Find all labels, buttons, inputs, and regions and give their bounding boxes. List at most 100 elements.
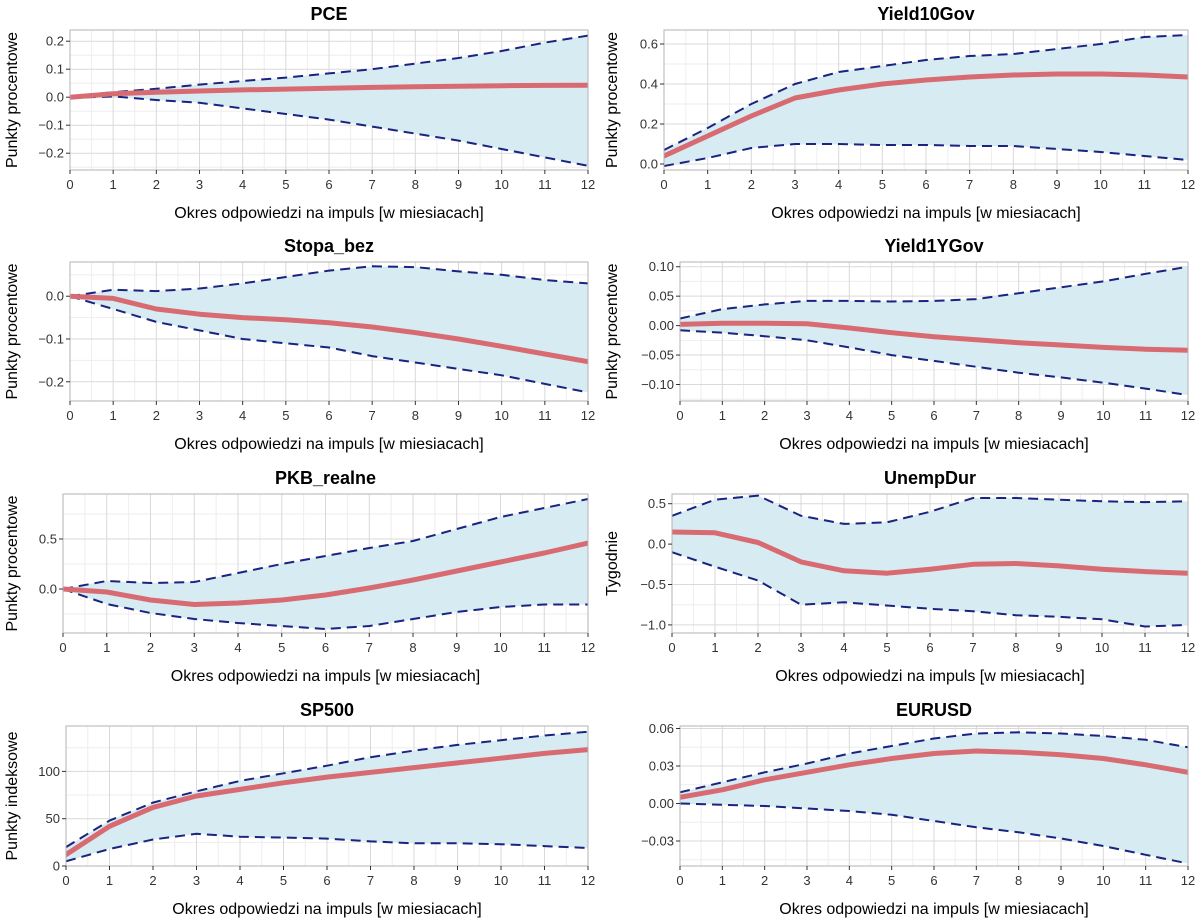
x-tick-label: 3	[196, 408, 203, 423]
confidence-band	[664, 35, 1188, 166]
x-tick-label: 12	[1181, 873, 1195, 888]
chart-panel-yield10gov: 0 1 2 3 4 5 6 7 8 9 10 11 120.00.20.40.6Yield10GovOk…	[604, 4, 1195, 222]
x-axis-label: Okres odpowiedzi na impuls [w miesiacach…	[771, 205, 1080, 222]
x-axis-label: Okres odpowiedzi na impuls [w miesiacach…	[172, 901, 481, 918]
y-tick-label: 0.00	[649, 796, 674, 811]
x-axis-label: Okres odpowiedzi na impuls [w miesiacach…	[174, 205, 483, 222]
x-tick-label: 0	[62, 873, 69, 888]
x-tick-label: 10	[494, 177, 508, 192]
x-tick-label: 11	[538, 640, 552, 655]
x-tick-label: 6	[323, 873, 330, 888]
chart-panel-yield1ygov: 0 1 2 3 4 5 6 7 8 9 10 11 12−0.10−0.050.000.050.10Yi…	[604, 236, 1195, 453]
upper-bound-line	[680, 731, 1188, 794]
x-tick-label: 10	[494, 408, 508, 423]
y-tick-label: −1.0	[640, 617, 666, 632]
x-tick-label: 0	[59, 640, 66, 655]
chart-panel-eurusd: 0 1 2 3 4 5 6 7 8 9 10 11 12−0.030.000.030.06EURUSDO…	[641, 700, 1195, 918]
x-tick-label: 10	[1096, 873, 1110, 888]
y-axis-label: Punkty procentowe	[4, 32, 21, 168]
y-axis-label: Punkty procentowe	[604, 32, 621, 168]
x-tick-label: 11	[1138, 640, 1152, 655]
x-tick-label: 5	[280, 873, 287, 888]
x-tick-label: 0	[660, 177, 667, 192]
y-tick-label: 50	[46, 811, 60, 826]
x-tick-label: 1	[719, 873, 726, 888]
y-tick-label: −0.2	[38, 146, 64, 161]
x-tick-label: 6	[930, 408, 937, 423]
x-tick-label: 9	[1055, 640, 1062, 655]
x-tick-label: 9	[1057, 873, 1064, 888]
x-axis-label: Okres odpowiedzi na impuls [w miesiacach…	[775, 668, 1084, 685]
y-tick-label: 100	[38, 764, 60, 779]
x-tick-label: 11	[538, 873, 552, 888]
x-tick-label: 2	[761, 408, 768, 423]
x-tick-label: 9	[1057, 408, 1064, 423]
chart-title: UnempDur	[884, 468, 976, 488]
impulse-response-line	[70, 82, 588, 100]
y-tick-label: 0.00	[649, 318, 674, 333]
upper-bound-line	[680, 265, 1188, 320]
x-tick-label: 6	[325, 177, 332, 192]
confidence-band	[70, 266, 588, 393]
x-tick-label: 5	[888, 873, 895, 888]
x-tick-label: 10	[494, 873, 508, 888]
impulse-response-line	[70, 293, 588, 365]
x-tick-label: 3	[193, 873, 200, 888]
lower-bound-line	[672, 551, 1188, 628]
y-tick-label: 0.0	[648, 537, 666, 552]
x-tick-label: 9	[454, 873, 461, 888]
y-tick-label: 0.2	[46, 34, 64, 49]
x-tick-label: 4	[236, 873, 243, 888]
x-axis-label: Okres odpowiedzi na impuls [w miesiacach…	[171, 668, 480, 685]
x-tick-label: 4	[846, 873, 853, 888]
confidence-band	[680, 732, 1188, 864]
x-tick-label: 7	[369, 408, 376, 423]
x-tick-label: 4	[239, 408, 246, 423]
x-tick-label: 9	[453, 640, 460, 655]
x-tick-label: 12	[1181, 408, 1195, 423]
x-tick-label: 5	[883, 640, 890, 655]
x-tick-label: 11	[1139, 873, 1153, 888]
y-tick-label: −0.10	[641, 377, 674, 392]
y-tick-label: 0.0	[46, 90, 64, 105]
x-tick-label: 7	[369, 177, 376, 192]
impulse-response-line	[672, 529, 1188, 576]
x-tick-label: 7	[966, 177, 973, 192]
x-tick-label: 4	[835, 177, 842, 192]
x-tick-label: 1	[719, 408, 726, 423]
x-tick-label: 10	[1093, 177, 1107, 192]
x-axis-label: Okres odpowiedzi na impuls [w miesiacach…	[779, 436, 1088, 453]
x-tick-label: 8	[410, 873, 417, 888]
y-tick-label: −0.2	[38, 374, 64, 389]
chart-title: Yield1YGov	[884, 236, 983, 256]
x-tick-label: 10	[1095, 640, 1109, 655]
chart-title: Stopa_bez	[284, 236, 374, 256]
x-tick-label: 8	[412, 177, 419, 192]
confidence-band	[672, 495, 1188, 627]
impulse-response-line	[664, 71, 1188, 159]
x-tick-label: 7	[973, 408, 980, 423]
x-tick-label: 0	[66, 177, 73, 192]
upper-bound-line	[70, 34, 588, 98]
x-axis-label: Okres odpowiedzi na impuls [w miesiacach…	[779, 901, 1088, 918]
y-tick-label: 0.06	[649, 721, 674, 736]
x-tick-label: 2	[748, 177, 755, 192]
x-tick-label: 1	[110, 177, 117, 192]
y-axis-label: Punkty procentowe	[4, 495, 21, 631]
x-tick-label: 8	[1015, 873, 1022, 888]
x-tick-label: 11	[538, 408, 552, 423]
x-tick-label: 4	[234, 640, 241, 655]
x-tick-label: 8	[1015, 408, 1022, 423]
y-tick-label: 0.2	[640, 117, 658, 132]
x-tick-label: 6	[922, 177, 929, 192]
x-tick-label: 9	[455, 177, 462, 192]
impulse-response-line	[66, 747, 588, 858]
lower-bound-line	[664, 143, 1188, 167]
lower-bound-line	[70, 295, 588, 394]
x-tick-label: 2	[147, 640, 154, 655]
x-tick-label: 1	[106, 873, 113, 888]
x-tick-label: 1	[103, 640, 110, 655]
impulse-response-line	[680, 320, 1188, 353]
